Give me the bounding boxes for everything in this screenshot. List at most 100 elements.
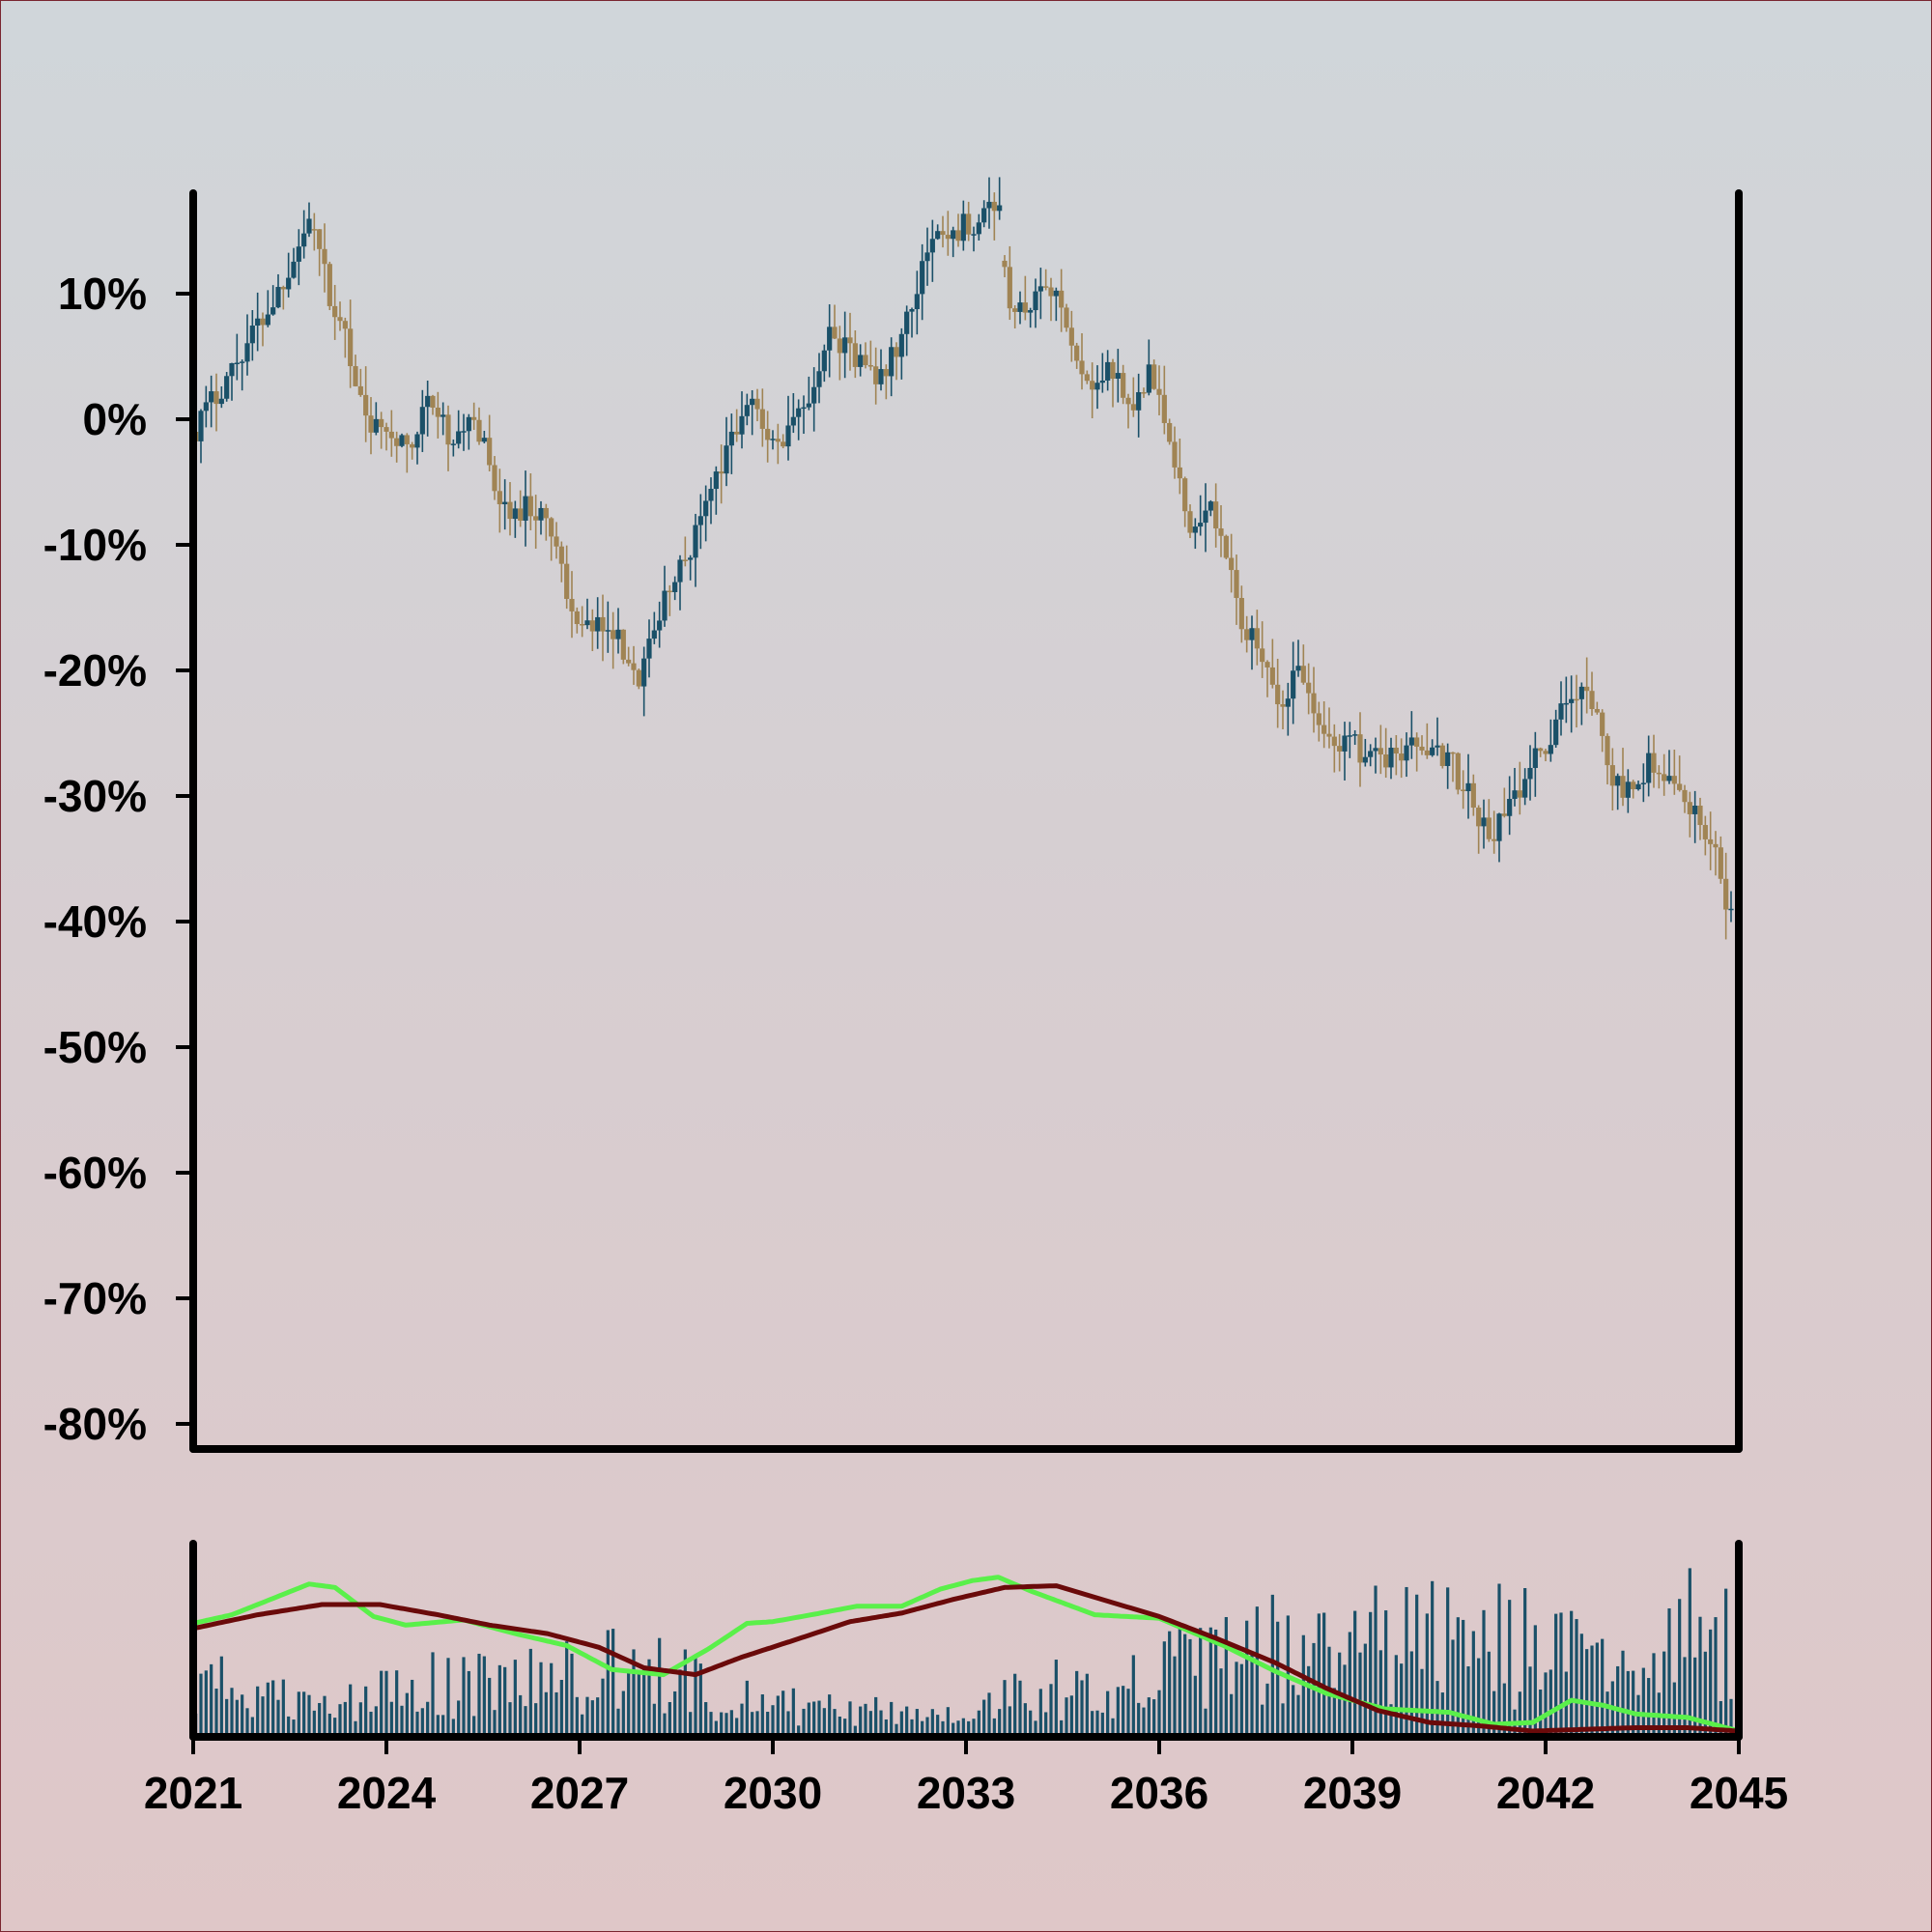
candle-body bbox=[636, 669, 641, 687]
volume-bar bbox=[1693, 1657, 1697, 1733]
candle-body bbox=[1269, 667, 1275, 685]
volume-bar bbox=[1641, 1667, 1645, 1733]
x-tick-label: 2039 bbox=[1303, 1768, 1402, 1818]
candle-body bbox=[1099, 380, 1105, 384]
volume-bar bbox=[998, 1709, 1002, 1733]
candle-body bbox=[1094, 383, 1100, 390]
volume-bar bbox=[1435, 1681, 1439, 1733]
candle-body bbox=[781, 441, 786, 447]
volume-bar bbox=[524, 1706, 527, 1733]
candle-body bbox=[543, 507, 549, 519]
volume-bar bbox=[256, 1686, 260, 1733]
candle-body bbox=[218, 398, 224, 405]
candle-body bbox=[641, 658, 647, 687]
volume-bar bbox=[668, 1702, 671, 1733]
candle-body bbox=[1435, 745, 1440, 748]
candle-body bbox=[914, 294, 920, 310]
volume-bar bbox=[1142, 1707, 1146, 1733]
candle-body bbox=[379, 418, 384, 428]
candle-body bbox=[533, 516, 539, 521]
volume-bar bbox=[271, 1680, 275, 1733]
volume-bar bbox=[1353, 1610, 1357, 1733]
volume-bar bbox=[1317, 1613, 1321, 1733]
candle-body bbox=[1311, 693, 1317, 714]
volume-bar bbox=[729, 1710, 733, 1733]
candle-body bbox=[502, 501, 508, 505]
candle-body bbox=[1244, 629, 1250, 640]
volume-bar bbox=[1292, 1685, 1295, 1733]
candle-body bbox=[997, 205, 1003, 212]
volume-bar bbox=[1378, 1650, 1382, 1733]
volume-bar bbox=[488, 1677, 492, 1733]
x-tick-label: 2036 bbox=[1110, 1768, 1208, 1818]
candle-body bbox=[327, 264, 332, 306]
candle-body bbox=[1192, 526, 1198, 533]
volume-bar bbox=[941, 1720, 945, 1733]
candle-body bbox=[935, 231, 941, 240]
volume-bar bbox=[364, 1686, 368, 1733]
candle-body bbox=[260, 318, 266, 326]
candle-body bbox=[883, 369, 889, 377]
volume-bar bbox=[596, 1697, 600, 1733]
volume-bar bbox=[519, 1694, 523, 1733]
candle-body bbox=[296, 246, 301, 262]
candle-body bbox=[672, 582, 678, 592]
volume-bar bbox=[1219, 1668, 1223, 1733]
volume-bar bbox=[740, 1703, 744, 1733]
volume-bar bbox=[1647, 1678, 1651, 1733]
candle-body bbox=[951, 230, 956, 240]
candle-body bbox=[1007, 267, 1012, 309]
volume-bar bbox=[204, 1670, 208, 1733]
candle-body bbox=[270, 307, 276, 315]
candle-body bbox=[224, 376, 230, 399]
volume-bar bbox=[1116, 1687, 1120, 1733]
volume-bar bbox=[1239, 1663, 1243, 1733]
candle-body bbox=[1264, 662, 1270, 668]
volume-bar bbox=[1065, 1697, 1068, 1733]
volume-bar bbox=[1003, 1680, 1007, 1733]
volume-bar bbox=[868, 1711, 872, 1733]
candle-body bbox=[1553, 719, 1559, 746]
candle-body bbox=[1388, 748, 1394, 768]
candle-body bbox=[955, 230, 961, 242]
candle-body bbox=[574, 611, 580, 625]
volume-bar bbox=[1425, 1613, 1429, 1733]
volume-bar bbox=[1462, 1619, 1465, 1733]
volume-bar bbox=[952, 1722, 955, 1733]
candle-body bbox=[1110, 361, 1116, 380]
candle-body bbox=[301, 233, 307, 247]
candle-body bbox=[713, 471, 719, 490]
volume-bar bbox=[1678, 1599, 1682, 1733]
volume-bar bbox=[616, 1708, 620, 1733]
volume-bar bbox=[1276, 1621, 1280, 1733]
candle-body bbox=[693, 525, 698, 558]
candle-body bbox=[1682, 789, 1688, 803]
volume-bar bbox=[451, 1719, 455, 1733]
candle-body bbox=[971, 234, 977, 236]
candle-body bbox=[1563, 702, 1569, 705]
candle-body bbox=[750, 398, 755, 406]
candle-body bbox=[1450, 752, 1456, 754]
volume-bar bbox=[1126, 1689, 1130, 1733]
volume-bar bbox=[354, 1720, 357, 1733]
candle-body bbox=[209, 391, 214, 403]
candle-body bbox=[1635, 783, 1641, 790]
candle-body bbox=[538, 507, 544, 521]
candle-body bbox=[1445, 752, 1451, 766]
candle-body bbox=[1059, 290, 1065, 308]
volume-bar bbox=[210, 1663, 213, 1733]
volume-bar bbox=[642, 1666, 646, 1733]
volume-bar bbox=[462, 1657, 466, 1733]
volume-bar bbox=[1147, 1697, 1151, 1733]
candle-body bbox=[904, 311, 910, 334]
candle-body bbox=[286, 277, 292, 290]
volume-bar bbox=[1533, 1625, 1537, 1733]
volume-bar bbox=[559, 1679, 563, 1733]
candle-body bbox=[265, 314, 270, 326]
candle-body bbox=[1404, 745, 1409, 761]
candle-body bbox=[1090, 381, 1095, 390]
candle-body bbox=[1172, 441, 1178, 468]
volume-bar bbox=[1095, 1710, 1099, 1733]
candle-body bbox=[373, 418, 379, 433]
candle-body bbox=[1306, 682, 1312, 694]
